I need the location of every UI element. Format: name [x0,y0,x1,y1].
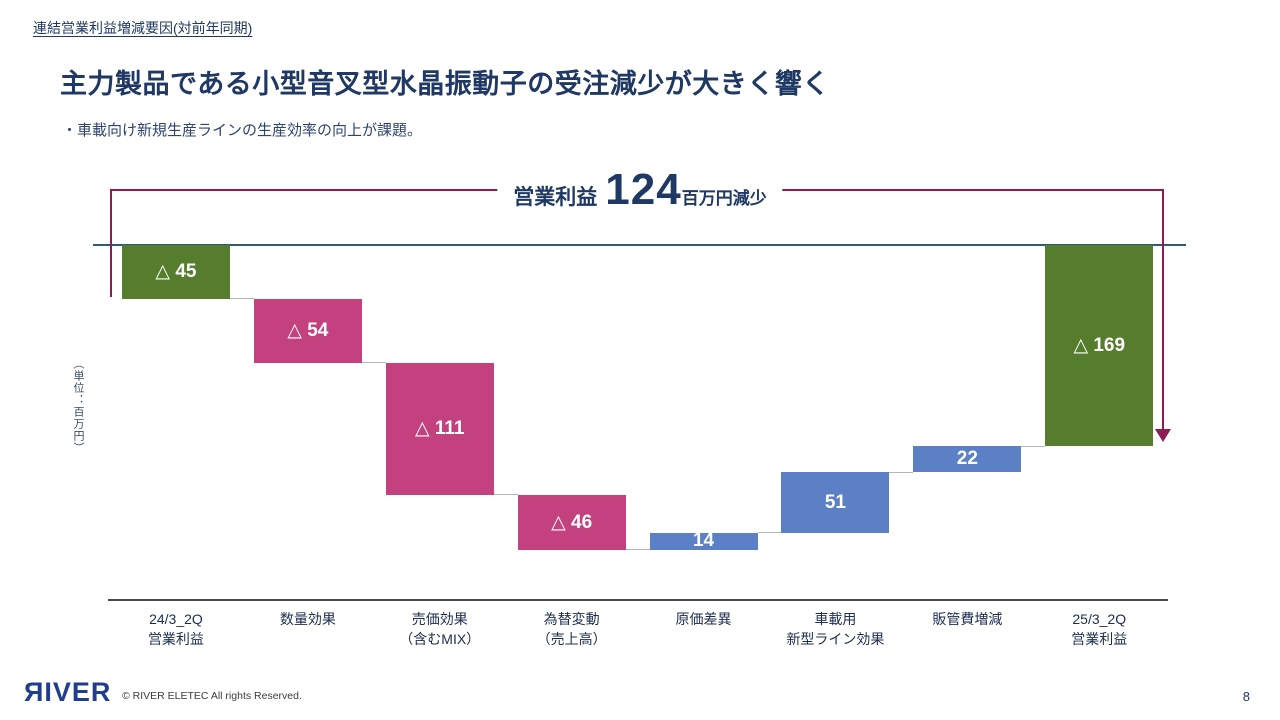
zero-baseline [93,244,1186,246]
waterfall-connector [625,549,650,551]
x-axis-category-label: 為替変動 （売上高） [536,611,607,647]
x-axis-category-label: 24/3_2Q 営業利益 [147,611,204,647]
waterfall-connector [229,298,254,300]
x-axis-category-label: 販管費増減 [932,611,1003,627]
waterfall-bar-5: 51 [781,472,890,533]
annotation-amount: 124 [605,165,682,214]
annotation-bracket-left [110,189,112,297]
x-axis-category-label: 売価効果 （含むMIX） [399,611,481,647]
x-axis-category-label: 原価差異 [675,611,732,627]
bar-value-label: △ 45 [155,261,197,283]
bar-value-label: △ 111 [415,418,465,440]
slide-eyebrow-title: 連結営業利益増減要因(対前年同期) [33,20,253,36]
waterfall-bar-7: △ 169 [1045,245,1154,447]
page-number: 8 [1242,689,1250,704]
slide-heading: 主力製品である小型音叉型水晶振動子の受注減少が大きく響く [60,69,830,99]
y-axis-unit-label: （単位：百万円） [72,358,84,454]
decrease-arrow-icon [1155,429,1171,442]
waterfall-bar-3: △ 46 [517,494,626,550]
x-axis-category-label: 数量効果 [279,611,336,627]
x-axis-line [108,599,1168,601]
bar-value-label: △ 46 [551,511,593,533]
waterfall-connector [757,532,782,534]
waterfall-connector [361,362,386,364]
annotation-prefix: 営業利益 [513,186,598,209]
waterfall-connector [889,471,914,473]
bar-value-label: 22 [956,448,978,470]
copyright-text: © RIVER ELETEC All rights Reserved. [122,690,302,702]
bar-value-label: △ 54 [287,320,329,342]
bar-value-label: 14 [692,530,715,552]
company-logo: ЯIVER [24,677,112,707]
waterfall-bar-6: 22 [913,446,1022,473]
waterfall-bar-4: 14 [649,530,758,552]
bar-value-label: △ 169 [1073,335,1126,357]
annotation-bracket-right [1162,189,1164,431]
bar-value-label: 51 [824,491,846,513]
waterfall-bar-0: △ 45 [121,245,230,299]
waterfall-connector [493,494,518,496]
waterfall-bar-2: △ 111 [385,362,494,495]
waterfall-connector [1021,445,1046,447]
annotation-text: 営業利益 124 百万円減少 [497,165,783,214]
slide-bullet-note: ・車載向け新規生産ラインの生産効率の向上が課題。 [62,122,423,139]
x-axis-category-label: 25/3_2Q 営業利益 [1071,611,1128,647]
waterfall-bar-1: △ 54 [253,298,362,363]
annotation-suffix: 百万円減少 [681,189,767,208]
x-axis-category-label: 車載用 新型ライン効果 [786,611,885,647]
